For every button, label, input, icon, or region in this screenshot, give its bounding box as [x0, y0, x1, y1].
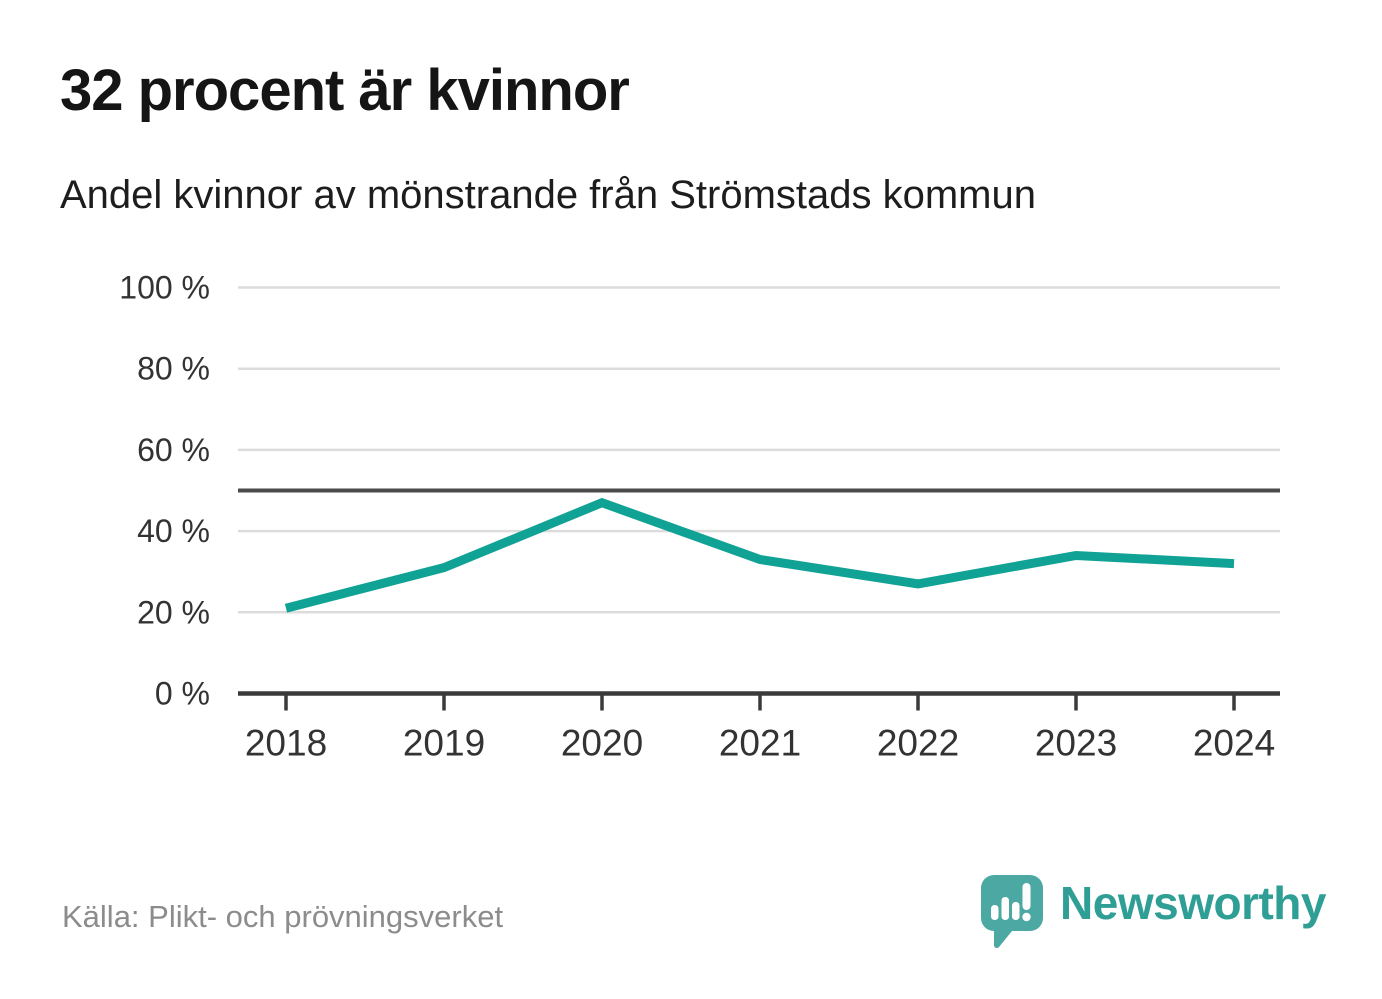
- x-tick-label: 2018: [245, 723, 327, 764]
- y-tick-label: 40 %: [137, 513, 210, 549]
- chart-header: 32 procent är kvinnor Andel kvinnor av m…: [60, 58, 1340, 219]
- bar-1: [991, 905, 999, 920]
- x-tick-label: 2024: [1193, 723, 1275, 764]
- y-tick-label: 0 %: [155, 676, 210, 712]
- brand-name: Newsworthy: [1060, 877, 1326, 929]
- chart-subtitle: Andel kvinnor av mönstrande från Strömst…: [60, 172, 1036, 217]
- x-tick-label: 2020: [561, 723, 643, 764]
- bar-2: [1001, 897, 1010, 920]
- y-tick-label: 100 %: [119, 270, 210, 306]
- newsworthy-logo-icon: [981, 875, 1044, 948]
- y-tick-label: 80 %: [137, 351, 210, 387]
- brand-footer: Newsworthy: [976, 872, 1326, 948]
- bar-3: [1012, 902, 1020, 920]
- y-tick-label: 60 %: [137, 432, 210, 468]
- chart-title: 32 procent är kvinnor: [60, 58, 630, 123]
- y-tick-label: 20 %: [137, 594, 210, 630]
- x-tick-label: 2019: [403, 723, 485, 764]
- source-note: Källa: Plikt- och prövningsverket: [62, 899, 504, 934]
- x-tick-label: 2022: [877, 723, 959, 764]
- exclamation-dot: [1022, 912, 1031, 922]
- data-line: [284, 497, 1235, 613]
- x-tick-label: 2021: [719, 723, 801, 764]
- exclamation-bar: [1022, 883, 1031, 910]
- x-tick-label: 2023: [1035, 723, 1117, 764]
